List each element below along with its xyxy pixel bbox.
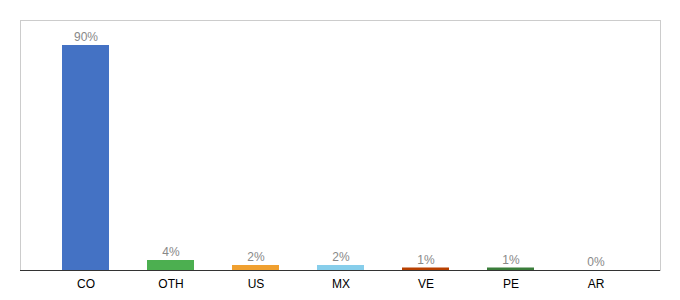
svg-text:VE: VE <box>418 277 434 291</box>
svg-text:2%: 2% <box>332 250 350 264</box>
svg-text:4%: 4% <box>162 245 180 259</box>
svg-text:0%: 0% <box>587 255 605 269</box>
svg-text:1%: 1% <box>417 253 435 267</box>
svg-text:OTH: OTH <box>158 277 183 291</box>
svg-text:90%: 90% <box>74 30 98 44</box>
svg-text:1%: 1% <box>502 253 520 267</box>
svg-text:AR: AR <box>588 277 605 291</box>
svg-text:US: US <box>248 277 265 291</box>
svg-text:PE: PE <box>503 277 519 291</box>
svg-text:MX: MX <box>332 277 350 291</box>
svg-text:CO: CO <box>77 277 95 291</box>
svg-text:2%: 2% <box>247 250 265 264</box>
